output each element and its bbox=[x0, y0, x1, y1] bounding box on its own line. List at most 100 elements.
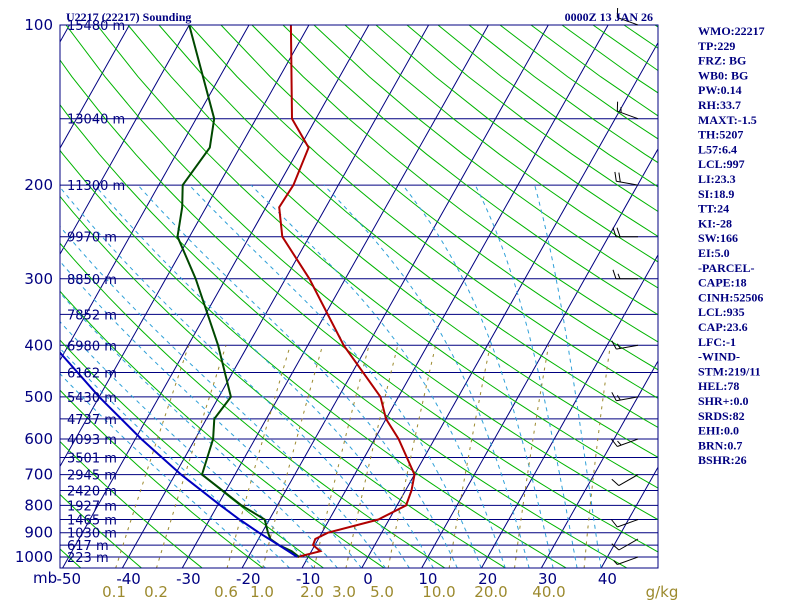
mixing-ratio-label: 2.0 bbox=[300, 583, 324, 600]
isotherm-line bbox=[121, 25, 430, 568]
index-value: LCL:935 bbox=[698, 305, 745, 319]
wind-barb-flag bbox=[611, 519, 618, 528]
moist-adiabat-line bbox=[534, 184, 602, 568]
moist-adiabat-line bbox=[60, 292, 339, 568]
index-value: FRZ: BG bbox=[698, 54, 746, 68]
index-value: MAXT:-1.5 bbox=[698, 113, 757, 127]
wind-barb-half-flag bbox=[617, 273, 621, 279]
dry-adiabat-line bbox=[344, 25, 658, 263]
index-value: WMO:22217 bbox=[698, 24, 765, 38]
dry-adiabat-line bbox=[60, 493, 143, 568]
dry-adiabat-line bbox=[220, 25, 658, 371]
dry-adiabat-line bbox=[65, 25, 658, 521]
height-label: 4093 m bbox=[67, 433, 117, 448]
chart-title: U2217 (22217) Sounding bbox=[66, 10, 191, 24]
index-value: SRDS:82 bbox=[698, 409, 745, 423]
temperature-tick-label: -40 bbox=[116, 570, 141, 588]
index-value: L57:6.4 bbox=[698, 142, 737, 156]
height-label: 8850 m bbox=[67, 273, 117, 288]
index-value: HEL:78 bbox=[698, 379, 739, 393]
temperature-tick-label: 30 bbox=[538, 570, 557, 588]
mixing-ratio-line bbox=[313, 345, 370, 568]
height-label: 6980 m bbox=[67, 339, 117, 354]
temperature-tick-label: 40 bbox=[598, 570, 617, 588]
wind-barb bbox=[611, 340, 639, 350]
wind-barb-shaft bbox=[617, 556, 639, 565]
moist-adiabat-line bbox=[94, 184, 434, 568]
index-value: WB0: BG bbox=[698, 68, 748, 82]
index-value: KI:-28 bbox=[698, 216, 732, 230]
index-value: TP:229 bbox=[698, 39, 735, 53]
dry-adiabat-line bbox=[127, 25, 658, 458]
wind-barb-flag bbox=[611, 340, 617, 350]
moist-adiabat-line bbox=[60, 225, 387, 568]
sounding-series bbox=[60, 25, 416, 558]
index-value: SI:18.9 bbox=[698, 187, 734, 201]
mixing-ratio-label: 0.1 bbox=[102, 583, 126, 600]
wind-barb-shaft bbox=[618, 538, 639, 551]
x-axis-unit-label: mb bbox=[33, 569, 57, 587]
index-value: STM:219/11 bbox=[698, 364, 761, 378]
height-label: 1465 m bbox=[67, 514, 117, 529]
temperature-tick-label: -30 bbox=[176, 570, 201, 588]
wind-barb-flag bbox=[611, 478, 620, 486]
pressure-tick-label: 200 bbox=[24, 176, 53, 194]
moist-adiabat-line bbox=[60, 347, 291, 568]
wind-barbs bbox=[611, 7, 639, 565]
temperature-tick-label: 10 bbox=[418, 570, 437, 588]
wind-barb-shaft bbox=[617, 519, 639, 528]
isotherm-line bbox=[61, 25, 370, 568]
wind-barb bbox=[616, 7, 639, 26]
temperature-tick-label: 20 bbox=[478, 570, 497, 588]
isotherm-line bbox=[60, 25, 250, 362]
dry-adiabat-line bbox=[60, 440, 203, 568]
height-label: 223 m bbox=[67, 551, 109, 566]
moist-adiabat-line bbox=[323, 184, 530, 568]
pressure-tick-label: 1000 bbox=[15, 548, 53, 566]
moist-adiabat-line bbox=[60, 260, 363, 568]
index-value: LFC:-1 bbox=[698, 335, 736, 349]
wind-barb-shaft bbox=[617, 17, 639, 26]
pressure-tick-label: 600 bbox=[24, 430, 53, 448]
dry-adiabat-line bbox=[60, 389, 264, 568]
mixing-ratio-label: 40.0 bbox=[532, 583, 565, 600]
wind-barb bbox=[611, 392, 639, 402]
pressure-tick-label: 300 bbox=[24, 270, 53, 288]
height-label: 5430 m bbox=[67, 391, 117, 406]
isotherm-line bbox=[361, 41, 658, 568]
moist-adiabat-line bbox=[60, 372, 267, 568]
pressure-tick-label: 500 bbox=[24, 388, 53, 406]
temperature-tick-label: 0 bbox=[363, 570, 373, 588]
moist-adiabat-line bbox=[60, 321, 315, 568]
mixing-ratio-line bbox=[448, 345, 491, 568]
mixing-ratio-label: 0.2 bbox=[144, 583, 168, 600]
dry-adiabat-line bbox=[60, 242, 446, 568]
mixing-ratio-line bbox=[115, 345, 190, 568]
height-label: 9970 m bbox=[67, 231, 117, 246]
height-label: 617 m bbox=[67, 539, 109, 554]
dry-adiabat-line bbox=[96, 25, 658, 489]
chart-timestamp: 0000Z 13 JAN 26 bbox=[565, 10, 653, 24]
wind-barb-half-flag bbox=[616, 343, 621, 349]
mixing-ratio-label: 0.6 bbox=[214, 583, 238, 600]
isotherm-line bbox=[60, 25, 310, 468]
index-value: SHR+:0.0 bbox=[698, 394, 749, 408]
dry-adiabat-line bbox=[313, 25, 658, 289]
mixing-ratio-line bbox=[226, 345, 291, 568]
isotherm-line bbox=[540, 360, 658, 568]
mixing-ratio-label: 5.0 bbox=[370, 583, 394, 600]
pressure-tick-label: 800 bbox=[24, 496, 53, 514]
wind-barb bbox=[611, 438, 639, 447]
parcel-line bbox=[60, 351, 298, 558]
wind-barb bbox=[613, 556, 639, 565]
isotherm-line bbox=[480, 253, 658, 568]
index-value: LCL:997 bbox=[698, 157, 745, 171]
index-value: -PARCEL- bbox=[698, 261, 754, 275]
mixing-ratio-line bbox=[583, 345, 611, 568]
index-value: PW:0.14 bbox=[698, 83, 742, 97]
wind-barb-flag bbox=[611, 392, 617, 401]
